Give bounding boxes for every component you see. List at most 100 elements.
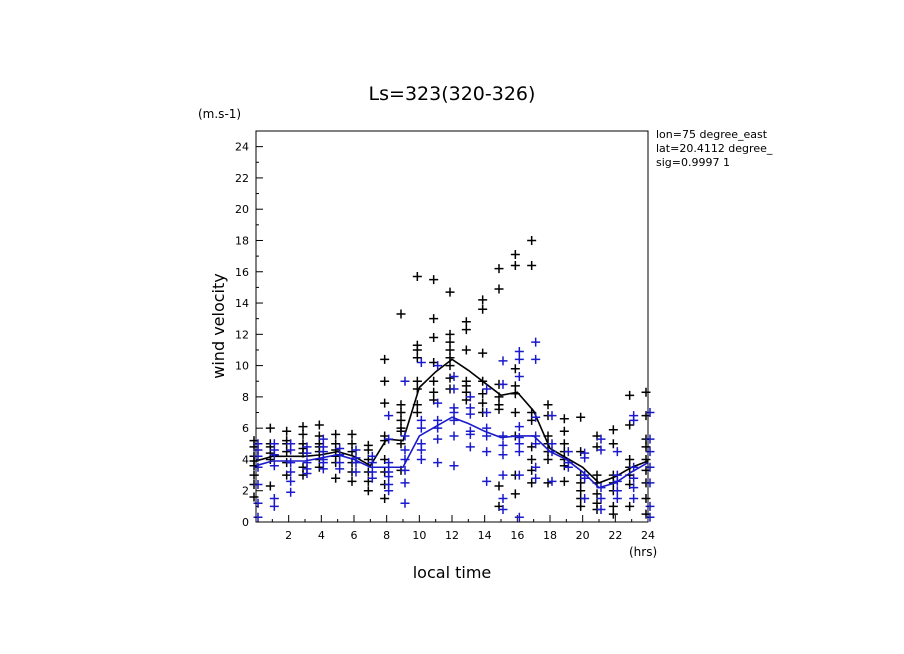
x-tick-label: 8 xyxy=(383,529,390,542)
plus-marker xyxy=(563,462,573,472)
plus-marker xyxy=(318,447,328,457)
plus-marker xyxy=(498,356,508,366)
plus-marker xyxy=(445,337,455,347)
plus-marker xyxy=(531,462,541,472)
plus-marker xyxy=(380,376,390,386)
info-lat: lat=20.4112 degree_ xyxy=(656,142,773,155)
plus-marker xyxy=(380,354,390,364)
y-tick-label: 4 xyxy=(242,453,249,466)
plus-marker xyxy=(478,304,488,314)
plus-marker xyxy=(286,487,296,497)
plus-marker xyxy=(396,426,406,436)
plus-marker xyxy=(612,447,622,457)
x-tick-label: 12 xyxy=(445,529,459,542)
plus-marker xyxy=(318,464,328,474)
plus-marker xyxy=(429,387,439,397)
plus-marker xyxy=(625,454,635,464)
plus-marker xyxy=(318,434,328,444)
plus-marker xyxy=(429,332,439,342)
plus-marker xyxy=(449,461,459,471)
plus-marker xyxy=(331,429,341,439)
plus-marker xyxy=(592,470,602,480)
plus-marker xyxy=(645,512,655,522)
plus-marker xyxy=(347,447,357,457)
plus-marker xyxy=(645,434,655,444)
plus-marker xyxy=(510,381,520,391)
plus-marker xyxy=(543,454,553,464)
plus-marker xyxy=(612,486,622,496)
plus-marker xyxy=(596,494,606,504)
plus-marker xyxy=(351,445,361,455)
plus-marker xyxy=(510,364,520,374)
plus-marker xyxy=(531,337,541,347)
y-unit-label: (m.s-1) xyxy=(198,107,241,121)
plus-marker xyxy=(514,470,524,480)
plus-marker xyxy=(625,420,635,430)
plus-marker xyxy=(400,376,410,386)
plus-marker xyxy=(527,235,537,245)
plus-marker xyxy=(433,398,443,408)
plus-marker xyxy=(510,408,520,418)
plus-marker xyxy=(641,387,651,397)
plus-marker xyxy=(576,478,586,488)
plus-marker xyxy=(445,345,455,355)
plus-marker xyxy=(629,415,639,425)
plus-marker xyxy=(494,481,504,491)
plus-marker xyxy=(645,462,655,472)
plus-marker xyxy=(265,423,275,433)
plus-marker xyxy=(461,345,471,355)
plus-marker xyxy=(498,450,508,460)
plus-marker xyxy=(629,494,639,504)
plus-marker xyxy=(400,445,410,455)
plus-marker xyxy=(380,398,390,408)
plus-marker xyxy=(482,408,492,418)
plus-marker xyxy=(445,329,455,339)
x-tick-label: 20 xyxy=(576,529,590,542)
plus-marker xyxy=(547,411,557,421)
plus-marker xyxy=(531,439,541,449)
plus-marker xyxy=(608,425,618,435)
x-tick-label: 4 xyxy=(318,529,325,542)
y-tick-label: 2 xyxy=(242,485,249,498)
plus-marker xyxy=(396,408,406,418)
x-unit-label: (hrs) xyxy=(629,545,657,559)
x-tick-label: 6 xyxy=(351,529,358,542)
series-1 xyxy=(249,235,651,519)
plus-marker xyxy=(282,426,292,436)
plot-frame xyxy=(255,130,649,523)
plus-marker xyxy=(396,400,406,410)
plus-marker xyxy=(498,504,508,514)
plus-marker xyxy=(286,476,296,486)
plus-marker xyxy=(527,261,537,271)
x-axis-label: local time xyxy=(413,563,492,582)
plus-marker xyxy=(286,445,296,455)
plus-marker xyxy=(396,415,406,425)
plus-marker xyxy=(494,284,504,294)
plus-marker xyxy=(380,494,390,504)
y-tick-label: 0 xyxy=(242,516,249,529)
plus-marker xyxy=(314,462,324,472)
plus-marker xyxy=(531,354,541,364)
plus-marker xyxy=(416,415,426,425)
y-tick-label: 6 xyxy=(242,422,249,435)
plus-marker xyxy=(331,473,341,483)
plus-marker xyxy=(596,504,606,514)
plus-marker xyxy=(625,501,635,511)
plus-marker xyxy=(543,478,553,488)
plus-marker xyxy=(510,250,520,260)
plus-marker xyxy=(416,454,426,464)
plus-marker xyxy=(478,389,488,399)
mean-line-2 xyxy=(255,416,649,489)
plus-marker xyxy=(514,512,524,522)
plus-marker xyxy=(596,434,606,444)
plus-marker xyxy=(347,429,357,439)
x-tick-label: 10 xyxy=(412,529,426,542)
plus-marker xyxy=(302,469,312,479)
plus-marker xyxy=(576,486,586,496)
plus-marker xyxy=(612,494,622,504)
plus-marker xyxy=(559,476,569,486)
plus-marker xyxy=(286,458,296,468)
data-marks xyxy=(249,235,655,522)
plus-marker xyxy=(253,462,263,472)
